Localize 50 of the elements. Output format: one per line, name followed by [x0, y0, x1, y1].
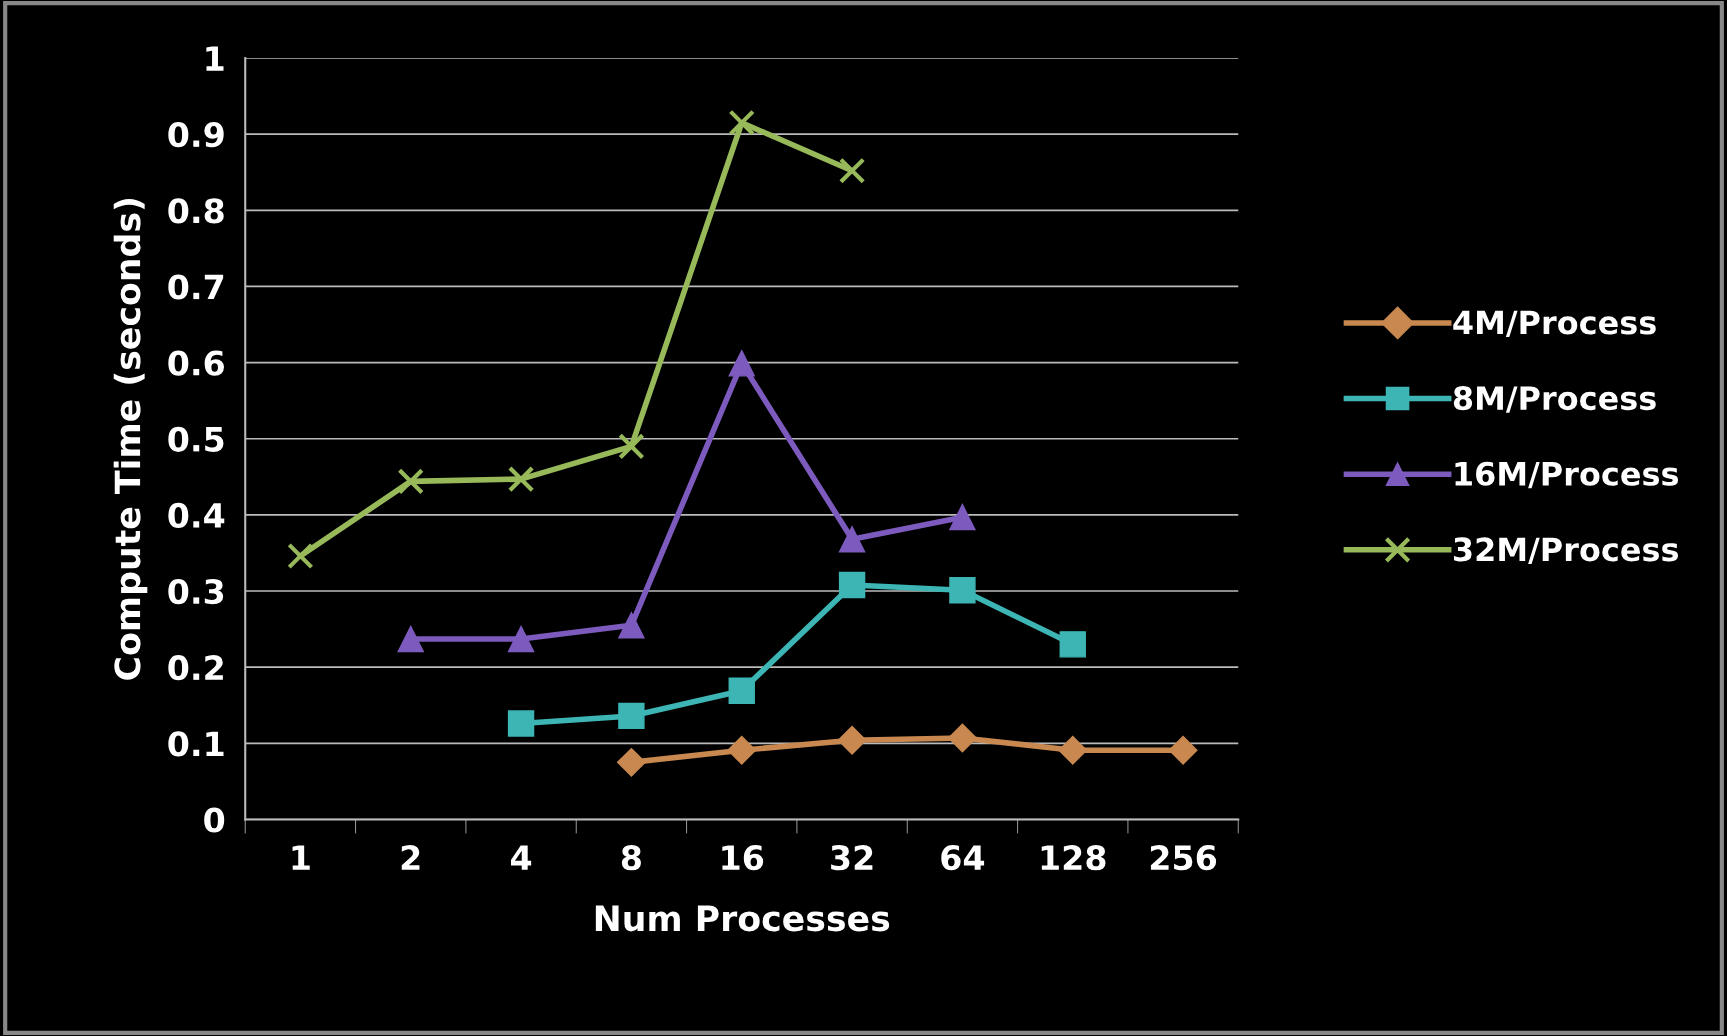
- point: [618, 433, 645, 460]
- x-tick-label: 8: [621, 845, 641, 871]
- point: [838, 571, 866, 599]
- x-axis-title: Num Processes: [595, 905, 890, 932]
- point: [728, 350, 755, 377]
- y-tick-label: 0.2: [168, 655, 223, 681]
- y-tick-label: 0.3: [168, 578, 224, 605]
- x-tick-label: 2: [401, 845, 420, 870]
- point: [618, 702, 645, 730]
- point: [507, 710, 535, 737]
- x-tick-label: 16: [722, 845, 764, 871]
- point: [287, 542, 314, 570]
- point: [1059, 631, 1086, 658]
- y-tick-label: 0.8: [168, 198, 224, 224]
- point: [838, 526, 866, 553]
- point: [507, 465, 535, 493]
- point: [507, 625, 535, 653]
- legend-label: 16M/Process: [1455, 461, 1678, 489]
- x-tick-label: 256: [1150, 845, 1217, 871]
- point: [728, 677, 755, 704]
- point: [727, 735, 757, 765]
- y-tick-label: 0.6: [168, 350, 224, 376]
- y-tick-label: 0.7: [168, 274, 224, 300]
- x-tick-label: 64: [941, 845, 985, 871]
- point: [397, 625, 424, 653]
- legend-label: 4M/Process: [1453, 310, 1656, 338]
- y-tick-label: 0.1: [168, 731, 224, 757]
- x-tick-label: 32: [831, 845, 873, 871]
- legend-label: 32M/Process: [1454, 537, 1678, 564]
- x-tick-label: 4: [510, 845, 532, 870]
- y-tick-label: 0: [204, 807, 225, 833]
- point: [618, 612, 645, 639]
- y-tick-label: 0.9: [168, 122, 224, 148]
- point: [837, 725, 867, 755]
- y-tick-label: 1: [206, 46, 224, 71]
- point: [949, 577, 976, 604]
- point: [1168, 735, 1198, 765]
- legend-label: 8M/Process: [1453, 386, 1656, 413]
- point: [728, 109, 755, 136]
- point: [947, 723, 977, 753]
- y-axis-title: Compute Time (seconds): [113, 199, 148, 680]
- point: [397, 468, 424, 495]
- x-tick-label: 128: [1041, 845, 1106, 871]
- point: [616, 747, 646, 777]
- y-tick-label: 0.4: [168, 502, 225, 529]
- y-tick-label: 0.5: [168, 426, 224, 452]
- point: [838, 157, 866, 184]
- x-tick-label: 1: [292, 845, 310, 870]
- point: [949, 503, 976, 531]
- point: [1058, 735, 1088, 765]
